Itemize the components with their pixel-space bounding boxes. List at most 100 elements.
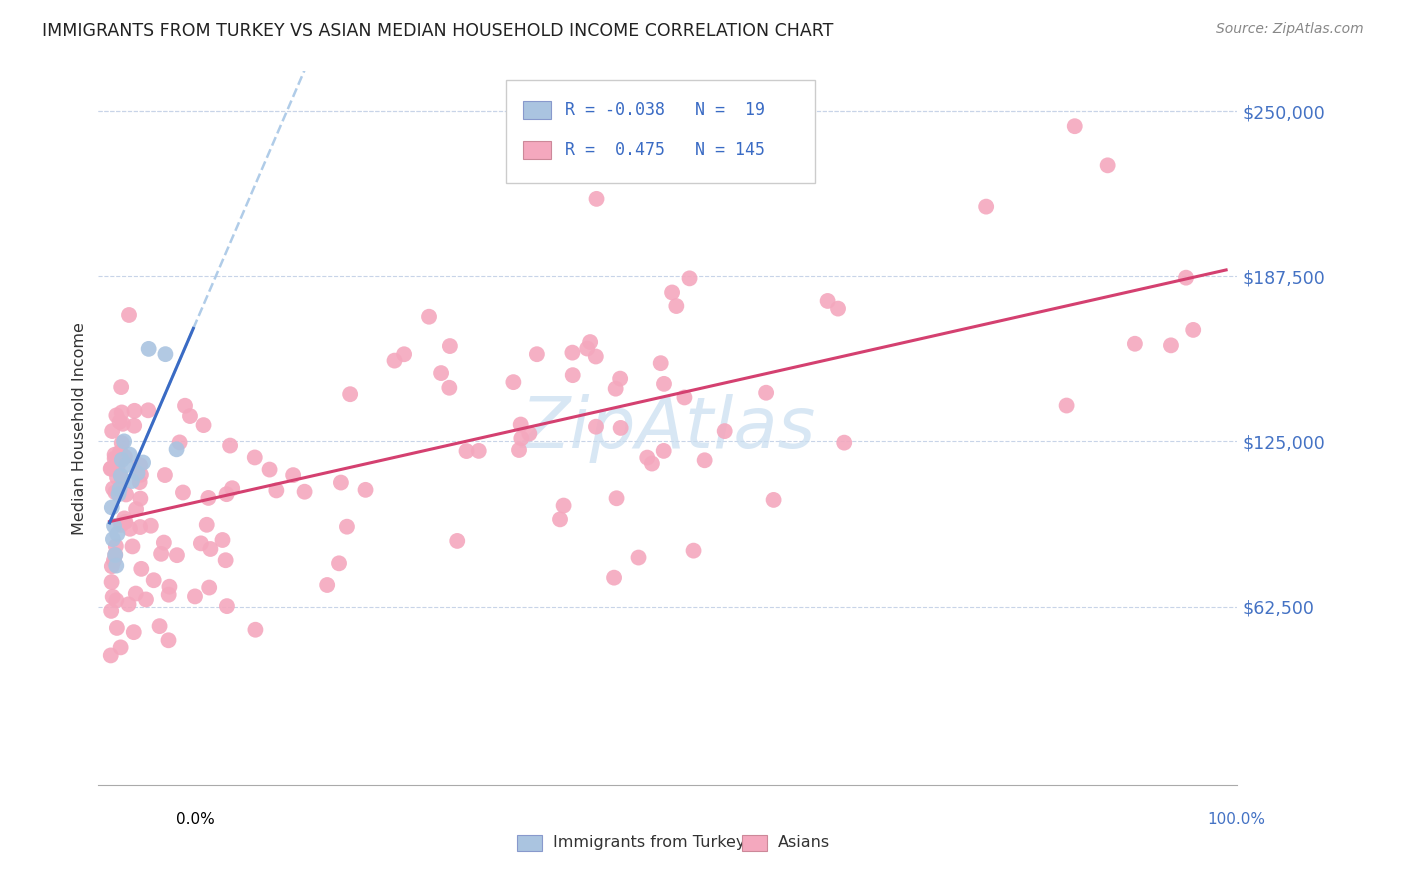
Point (107, 459, 129, 474)
Point (650, 356, 672, 370)
Point (184, 590, 207, 604)
Point (641, 457, 664, 471)
Point (100, 575, 122, 590)
Point (105, 593, 128, 607)
Point (128, 475, 150, 489)
Point (1123, 336, 1146, 351)
Point (101, 590, 124, 604)
Text: IMMIGRANTS FROM TURKEY VS ASIAN MEDIAN HOUSEHOLD INCOME CORRELATION CHART: IMMIGRANTS FROM TURKEY VS ASIAN MEDIAN H… (42, 22, 834, 40)
Point (1097, 158, 1119, 172)
Point (215, 487, 238, 501)
Point (392, 347, 415, 361)
Point (329, 475, 352, 490)
Text: ZipAtlas: ZipAtlas (520, 393, 815, 463)
Point (104, 548, 127, 562)
Point (129, 491, 152, 506)
Point (105, 558, 128, 573)
Point (107, 487, 129, 501)
Point (105, 454, 128, 468)
Text: R =  0.475   N = 145: R = 0.475 N = 145 (565, 141, 765, 159)
Point (198, 581, 221, 595)
Point (1056, 399, 1078, 413)
Point (111, 405, 134, 419)
Point (117, 597, 139, 611)
Point (553, 499, 575, 513)
Point (111, 436, 134, 450)
Point (316, 578, 339, 592)
Point (439, 339, 461, 353)
Point (328, 557, 350, 571)
Point (418, 310, 440, 324)
Point (142, 573, 165, 587)
Point (661, 285, 683, 300)
Point (200, 541, 222, 556)
Point (585, 350, 607, 364)
Point (125, 586, 148, 600)
Point (159, 580, 181, 594)
Point (605, 382, 627, 396)
Point (166, 548, 188, 562)
Point (129, 520, 152, 534)
Point (561, 368, 583, 383)
Point (153, 468, 176, 483)
Point (609, 421, 631, 435)
Text: Source: ZipAtlas.com: Source: ZipAtlas.com (1216, 22, 1364, 37)
Point (693, 453, 716, 467)
Point (665, 299, 688, 313)
Point (138, 342, 160, 356)
Point (294, 484, 316, 499)
Text: 0.0%: 0.0% (176, 812, 215, 827)
Point (468, 443, 491, 458)
Point (817, 293, 839, 308)
Point (104, 539, 127, 553)
Point (100, 461, 122, 475)
Point (197, 491, 219, 505)
Point (166, 442, 188, 457)
Point (148, 619, 170, 633)
Y-axis label: Median Household Income: Median Household Income (72, 322, 87, 534)
Point (336, 519, 359, 533)
Point (104, 451, 127, 466)
Point (108, 415, 131, 429)
Point (508, 442, 530, 457)
Point (652, 376, 675, 391)
Point (219, 439, 242, 453)
Point (179, 409, 201, 423)
Point (193, 418, 215, 433)
Point (832, 435, 855, 450)
Point (135, 592, 157, 607)
Point (155, 347, 177, 361)
Point (157, 588, 180, 602)
Point (100, 648, 122, 663)
Point (108, 445, 131, 459)
Point (259, 462, 281, 476)
Point (110, 640, 132, 655)
Point (678, 271, 700, 285)
Point (101, 559, 124, 574)
Point (157, 633, 180, 648)
Point (103, 553, 125, 567)
Point (755, 385, 778, 400)
Point (129, 458, 152, 473)
Point (585, 419, 607, 434)
Point (561, 345, 583, 359)
Point (211, 533, 233, 547)
Point (153, 535, 176, 549)
Point (245, 623, 267, 637)
Point (548, 512, 571, 526)
Point (114, 450, 136, 464)
Point (1160, 338, 1182, 352)
Text: Immigrants from Turkey: Immigrants from Turkey (554, 836, 745, 850)
Point (509, 417, 531, 432)
Point (132, 456, 155, 470)
Text: Asians: Asians (779, 836, 831, 850)
Point (174, 399, 197, 413)
Point (456, 444, 478, 458)
Point (974, 200, 997, 214)
Point (215, 599, 238, 614)
Point (104, 548, 127, 562)
Point (105, 409, 128, 423)
Point (139, 518, 162, 533)
Point (122, 418, 145, 433)
Point (114, 515, 136, 529)
